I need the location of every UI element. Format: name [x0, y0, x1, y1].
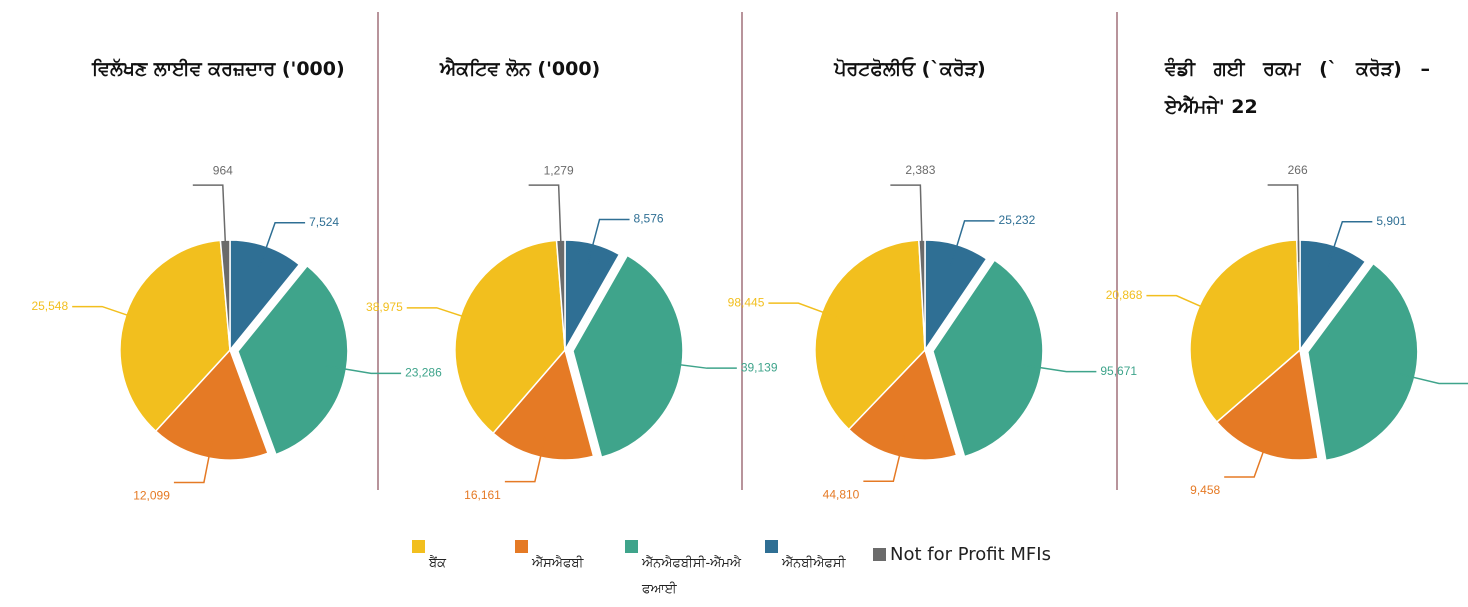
leader-line	[768, 302, 843, 321]
leader-line	[258, 222, 306, 268]
chart-title: ਵਿਲੱਖਣ ਲਾਈਵ ਕਰਜ਼ਦਾਰ ('000)	[92, 58, 345, 80]
data-label: 12,099	[133, 489, 170, 503]
data-label: 38,975	[366, 300, 403, 314]
data-label: 39,139	[741, 360, 778, 374]
data-label: 1,279	[544, 163, 574, 177]
legend-item: ਐੱਨਐਫਬੀਸੀ-ਐੱਮਐਫਆਈ	[625, 540, 750, 603]
leader-line	[173, 436, 214, 484]
leader-line	[324, 364, 402, 375]
leader-line	[528, 184, 563, 263]
legend-item: ਐੱਨਬੀਐਫਸੀ	[765, 540, 860, 577]
chart-title: ਐਕਟਿਵ ਲੋਨ ('000)	[440, 58, 601, 80]
legend-swatch	[765, 540, 778, 553]
data-label: 2,383	[905, 163, 935, 177]
legend-swatch	[515, 540, 528, 553]
data-label: 5,901	[1376, 214, 1406, 228]
leader-line	[586, 218, 630, 266]
leader-line	[1146, 294, 1220, 316]
data-label: 44,810	[823, 487, 860, 501]
legend-swatch	[873, 548, 886, 561]
legend-item: ਐੱਸਐਫਬੀ	[515, 540, 610, 577]
data-label: 16,161	[464, 488, 501, 502]
legend-item: Not for Profit MFIs	[873, 544, 1103, 565]
leader-line	[192, 184, 227, 263]
data-label: 25,548	[31, 299, 68, 313]
chart-title: ਵੰਡੀ ਗਈ ਰਕਮ (` ਕਰੋੜ) – ਏਐੱਮਜੇ' 22	[1165, 58, 1430, 118]
leader-line	[406, 307, 482, 324]
legend-label: Not for Profit MFIs	[890, 544, 1051, 565]
data-label: 98,445	[728, 295, 765, 309]
leader-line	[950, 220, 995, 267]
legend-label: ਐੱਨਬੀਐਫਸੀ	[782, 556, 846, 571]
legend-label: ਐੱਨਐਫਬੀਸੀ-ਐੱਮਐਫਆਈ	[642, 556, 742, 597]
legend-label: ਬੈਂਕ	[429, 556, 446, 571]
leader-line	[863, 435, 906, 482]
leader-line	[504, 435, 547, 483]
leader-line	[1019, 363, 1097, 373]
data-label: 23,286	[405, 366, 442, 380]
legend-item: ਬੈਂਕ	[412, 540, 502, 577]
data-label: 8,576	[634, 212, 664, 226]
chart-title: ਪੋਰਟਫੋਲੀਓ (`ਕਰੋੜ)	[834, 58, 986, 80]
leader-line	[1224, 432, 1271, 478]
data-label: 25,232	[999, 213, 1036, 227]
data-label: 7,524	[309, 215, 339, 229]
leader-line	[72, 305, 147, 323]
data-label: 964	[213, 163, 233, 177]
data-label: 9,458	[1190, 483, 1220, 497]
leader-line	[1267, 184, 1300, 263]
legend-swatch	[625, 540, 638, 553]
leader-line	[1326, 221, 1373, 267]
leader-line	[660, 361, 737, 369]
legend-swatch	[412, 540, 425, 553]
leader-line	[890, 184, 924, 263]
data-label: 95,671	[1100, 364, 1137, 378]
data-label: 266	[1288, 163, 1308, 177]
leader-line	[1393, 371, 1468, 385]
legend-label: ਐੱਸਐਫਬੀ	[532, 556, 584, 571]
data-label: 20,868	[1106, 288, 1143, 302]
